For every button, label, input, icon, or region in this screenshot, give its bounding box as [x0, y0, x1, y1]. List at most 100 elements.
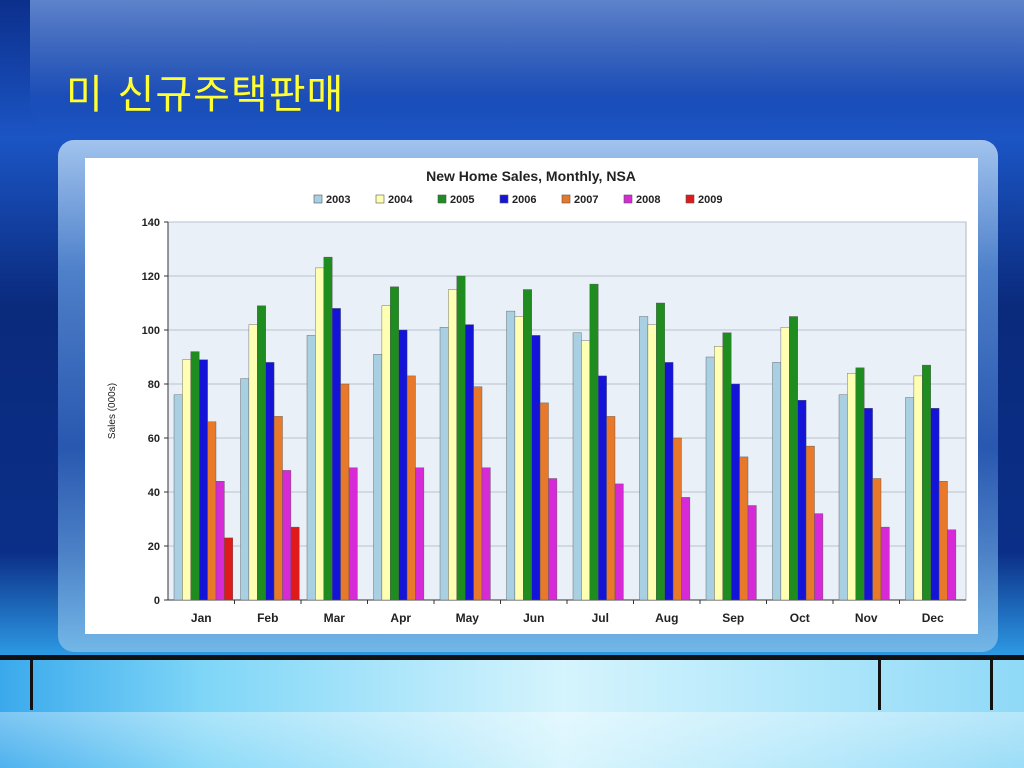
bar-2008-jul: [614, 483, 624, 601]
legend-swatch-2007: [561, 194, 571, 204]
bar-2005-mar: [323, 256, 333, 601]
bar-2007-may: [473, 386, 483, 601]
bar-2008-aug: [681, 497, 691, 601]
bar-2008-oct: [814, 513, 824, 601]
divider-tick-left: [30, 655, 33, 710]
legend-swatch-2008: [623, 194, 633, 204]
x-tick-label: Dec: [922, 611, 944, 625]
bar-2005-feb: [257, 305, 266, 601]
legend: 2003 2004 2005 2006 2007 2008 2009: [313, 194, 722, 206]
bottom-glass: [0, 712, 1024, 768]
bar-2006-dec: [930, 408, 940, 601]
bar-2005-oct: [789, 316, 798, 601]
legend-label-2005: 2005: [450, 194, 474, 206]
bar-2003-jan: [173, 394, 183, 601]
x-tick-label: Mar: [324, 611, 346, 625]
x-tick-label: Sep: [722, 611, 744, 625]
bar-2004-mar: [315, 267, 324, 601]
bottom-divider: [0, 655, 1024, 660]
plot-area: [167, 221, 967, 601]
x-tick-label: Nov: [855, 611, 878, 625]
x-tick-label: Aug: [655, 611, 678, 625]
bar-2005-jun: [523, 289, 532, 601]
bar-2006-jun: [531, 335, 541, 601]
bar-chart: New Home Sales, Monthly, NSA Sales (000s…: [107, 168, 967, 625]
bar-2007-feb: [273, 416, 283, 601]
bar-2007-aug: [672, 437, 682, 601]
bar-2004-aug: [647, 324, 657, 601]
x-tick-labels: Jan Feb Mar Apr May Jun Jul Aug Sep Oct Nov Dec: [191, 600, 944, 625]
bar-2009-feb: [290, 526, 300, 601]
bar-2006-mar: [331, 308, 341, 601]
bar-2006-sep: [731, 383, 740, 601]
chart-container: New Home Sales, Monthly, NSA Sales (000s…: [85, 158, 978, 634]
bar-2007-nov: [872, 478, 882, 601]
chart-title: New Home Sales, Monthly, NSA: [426, 168, 636, 184]
bar-2005-aug: [656, 302, 665, 601]
legend-label-2009: 2009: [698, 194, 722, 206]
bar-2003-feb: [240, 378, 250, 601]
bar-2003-may: [439, 327, 449, 601]
bar-2008-sep: [747, 505, 757, 601]
bar-2007-jul: [606, 416, 616, 601]
bar-2003-apr: [373, 354, 383, 601]
bar-2006-may: [465, 324, 474, 601]
bar-2004-oct: [780, 327, 790, 601]
slide-title: 미 신규주택판매: [66, 72, 345, 118]
bar-2007-oct: [805, 445, 815, 601]
bar-2008-nov: [880, 526, 890, 601]
bar-2003-nov: [838, 394, 848, 601]
legend-label-2003: 2003: [326, 194, 350, 206]
legend-swatch-2003: [313, 194, 323, 204]
y-tick-label: 140: [142, 217, 160, 229]
bar-2005-nov: [855, 367, 865, 601]
bar-2003-oct: [772, 362, 782, 601]
bar-2006-nov: [864, 408, 873, 601]
legend-swatch-2004: [375, 194, 385, 204]
y-tick-label: 60: [148, 433, 160, 445]
legend-swatch-2009: [685, 194, 695, 204]
legend-label-2008: 2008: [636, 194, 660, 206]
bar-2004-apr: [381, 305, 391, 601]
divider-tick-right-1: [878, 655, 881, 710]
bar-2005-jul: [589, 283, 599, 601]
bar-2007-mar: [340, 383, 350, 601]
y-tick-label: 80: [148, 379, 160, 391]
bar-2007-dec: [938, 481, 948, 601]
bar-2008-may: [481, 467, 491, 601]
bar-2006-jan: [198, 359, 208, 601]
bar-2003-sep: [705, 356, 715, 601]
x-tick-label: Jul: [592, 611, 609, 625]
bars: [173, 256, 957, 601]
bar-2006-jul: [598, 375, 607, 601]
bar-2007-jan: [207, 421, 217, 601]
bar-2005-sep: [722, 332, 732, 601]
x-tick-label: Oct: [790, 611, 810, 625]
bar-2008-mar: [348, 467, 358, 601]
bar-2004-feb: [248, 324, 258, 601]
bar-2007-jun: [539, 402, 549, 601]
bar-2006-aug: [664, 362, 674, 601]
bar-2006-feb: [265, 362, 275, 601]
bar-2005-apr: [390, 286, 399, 601]
y-tick-label: 40: [148, 487, 160, 499]
bar-2003-jun: [506, 310, 516, 601]
bar-2005-jan: [190, 351, 200, 601]
bar-2008-jan: [215, 481, 225, 601]
y-tick-label: 120: [142, 271, 160, 283]
bar-2004-jun: [514, 316, 524, 601]
bar-2005-dec: [922, 364, 931, 601]
y-axis-label: Sales (000s): [107, 383, 118, 439]
divider-tick-right-2: [990, 655, 993, 710]
bar-2009-jan: [224, 537, 233, 601]
bar-2003-dec: [905, 397, 915, 601]
y-tick-label: 20: [148, 541, 160, 553]
bar-2008-jun: [548, 478, 558, 601]
bar-2004-jan: [182, 359, 192, 601]
bar-2003-mar: [306, 335, 316, 601]
bar-2006-oct: [797, 399, 807, 601]
bar-2003-jul: [572, 332, 582, 601]
bar-2007-apr: [406, 375, 416, 601]
bar-2004-sep: [714, 345, 724, 601]
y-tick-label: 0: [154, 595, 160, 607]
